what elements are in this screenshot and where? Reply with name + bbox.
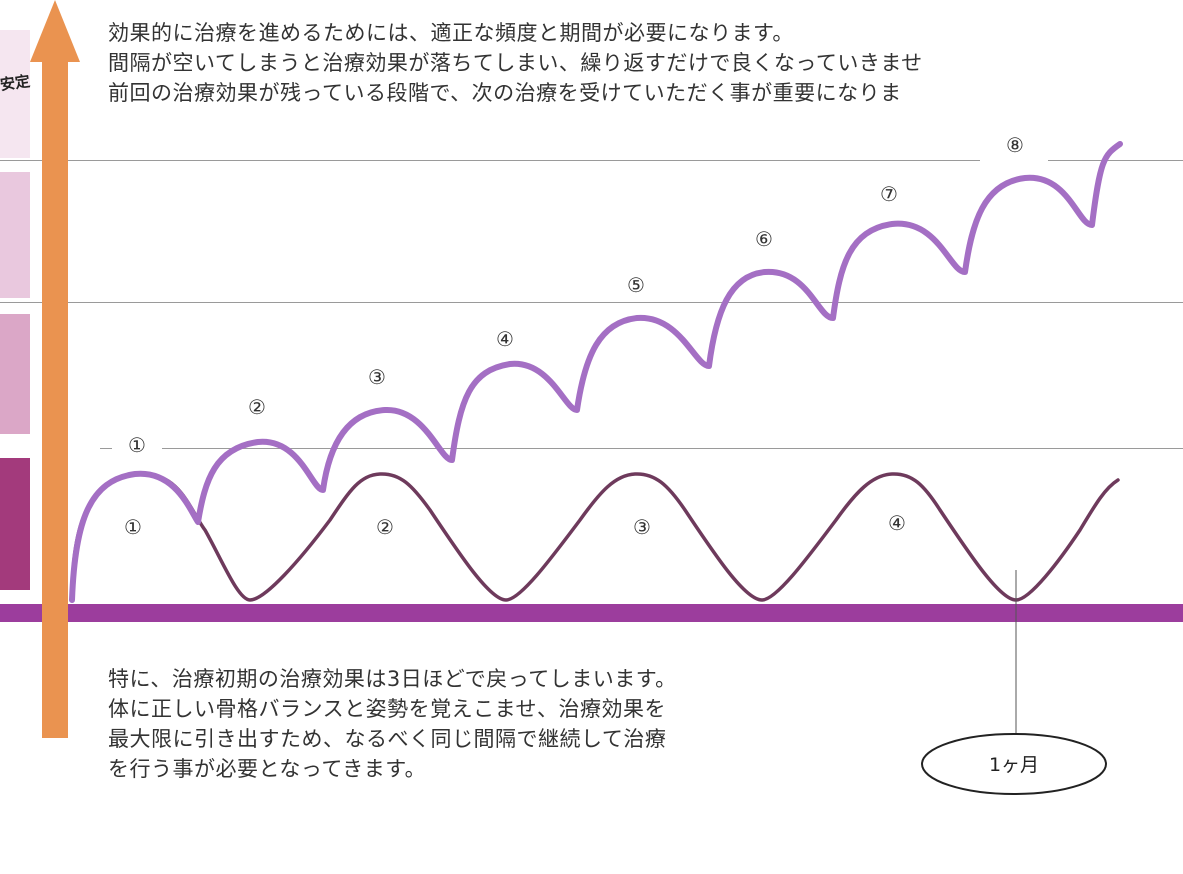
month-marker-ellipse [921,733,1107,795]
effect-arrow-shaft [42,60,68,738]
upper-label-4: ④ [496,327,514,351]
upper-label-7: ⑦ [880,182,898,206]
lower-label-4: ④ [888,511,906,535]
level-line-top [0,160,980,161]
month-label: 1ヶ月 [989,754,1039,776]
note-line-1: 特に、治療初期の治療効果は3日ほどで戻ってしまいます。 [108,667,677,691]
note-line-3: 最大限に引き出すため、なるべく同じ間隔で継続して治療 [108,727,667,751]
level-band-middle [0,314,30,434]
repeated-treatment-curve [69,141,1123,603]
level-band-top [0,30,30,158]
upper-label-8: ⑧ [1006,133,1024,157]
intro-line-3: 前回の治療効果が残っている段階で、次の治療を受けていただく事が重要になりま [108,81,902,105]
lower-label-1: ① [124,515,142,539]
level-line-low [162,448,1183,449]
level-line-low-left [100,448,112,449]
single-treatment-curve [70,472,1120,602]
note-line-4: を行う事が必要となってきます。 [108,757,427,781]
level-line-top-right [1048,160,1183,161]
upper-label-2: ② [248,395,266,419]
upper-label-1: ① [128,433,146,457]
time-axis-baseline [0,604,1183,622]
level-band-upper [0,172,30,298]
note-line-2: 体に正しい骨格バランスと姿勢を覚えこませ、治療効果を [108,697,666,721]
note-text: 特に、治療初期の治療効果は3日ほどで戻ってしまいます。 体に正しい骨格バランスと… [108,664,677,784]
upper-label-5: ⑤ [627,273,645,297]
level-band-bottom [0,458,30,590]
level-line-middle [0,302,1183,303]
intro-text: 効果的に治療を進めるためには、適正な頻度と期間が必要になります。 間隔が空いてし… [108,18,923,108]
upper-label-3: ③ [368,365,386,389]
effect-arrow-head [30,0,80,62]
lower-label-2: ② [376,515,394,539]
lower-label-3: ③ [633,515,651,539]
intro-line-1: 効果的に治療を進めるためには、適正な頻度と期間が必要になります。 [108,21,794,45]
upper-label-6: ⑥ [755,227,773,251]
intro-line-2: 間隔が空いてしまうと治療効果が落ちてしまい、繰り返すだけで良くなっていきませ [108,51,923,75]
